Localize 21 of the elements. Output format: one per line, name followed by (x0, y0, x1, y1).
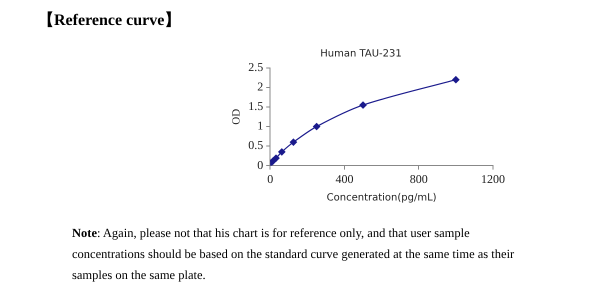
point (272, 154, 280, 162)
x-tick-label: 1200 (481, 172, 505, 186)
point (278, 148, 286, 156)
x-tick-label: 0 (267, 172, 274, 186)
x-tick-label: 400 (335, 172, 354, 186)
y-tick-label: 0 (257, 158, 264, 172)
x-axis-title: Concentration(pg/mL) (326, 192, 437, 204)
y-axis-title: OD (230, 108, 242, 125)
y-tick-label: 1 (257, 118, 264, 133)
y-tick-label: 1.5 (248, 99, 264, 114)
point (313, 122, 320, 130)
point (290, 138, 298, 146)
text: 【Reference curve】 (38, 10, 180, 31)
y-tick-label: 2 (257, 80, 264, 94)
y-tick-label: 0.5 (248, 138, 264, 152)
y-tick-label: 2.5 (248, 60, 264, 74)
point (359, 101, 367, 109)
point (452, 76, 460, 84)
text: Note: Again, please not that his chart is for reference only, and that user sample concentrations should be based on the standard curve generated at the same time as their samples on the same plate. (72, 225, 516, 284)
chart-title: Human TAU-231 (320, 48, 402, 60)
x-tick-label: 800 (410, 172, 428, 186)
